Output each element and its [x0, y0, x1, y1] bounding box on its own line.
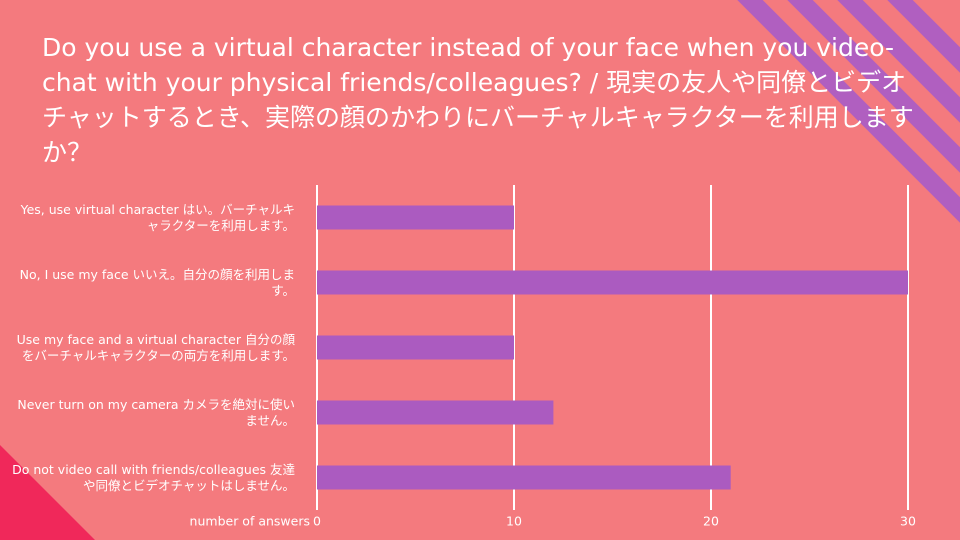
x-tick-label: 20: [703, 514, 719, 529]
x-tick-label: 30: [900, 514, 916, 529]
decoration: [737, 0, 960, 223]
y-tick-label: Yes, use virtual character はい。バーチャルキャラクタ…: [20, 201, 295, 233]
bar: [317, 205, 514, 230]
chart-title: Do you use a virtual character instead o…: [42, 33, 914, 167]
decoration-triangle: [0, 445, 95, 540]
y-tick-label: Never turn on my camera カメラを絶対に使いません。: [17, 396, 295, 428]
x-axis-label: number of answers: [190, 514, 310, 529]
x-tick-label: 0: [313, 514, 321, 529]
y-tick-label: Do not video call with friends/colleague…: [12, 461, 295, 493]
y-tick-label: No, I use my face いいえ。自分の顔を利用します。: [19, 266, 295, 298]
x-tick-label: 10: [506, 514, 522, 529]
bar: [317, 270, 908, 295]
bar: [317, 465, 731, 490]
y-tick-label: Use my face and a virtual character 自分の顔…: [16, 331, 295, 363]
bar: [317, 400, 554, 425]
bar: [317, 335, 514, 360]
